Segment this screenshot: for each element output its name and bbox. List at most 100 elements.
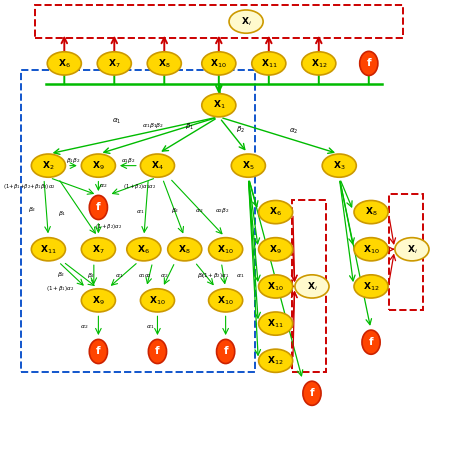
Text: $\beta_1$: $\beta_1$ <box>185 122 194 132</box>
Text: f: f <box>310 388 314 398</box>
Ellipse shape <box>47 52 82 75</box>
Text: X$_8$: X$_8$ <box>158 57 171 69</box>
Text: $\alpha_1$: $\alpha_1$ <box>137 208 145 216</box>
Text: $(1\!+\!\beta_1\!+\!\beta_2\!+\!\beta_1\beta_2)\alpha_2$: $(1\!+\!\beta_1\!+\!\beta_2\!+\!\beta_1\… <box>3 182 55 191</box>
Text: X$_3$: X$_3$ <box>333 159 346 172</box>
Text: X$_6$: X$_6$ <box>137 243 150 255</box>
Text: X$_{10}$: X$_{10}$ <box>149 294 166 307</box>
Text: $\alpha_2$: $\alpha_2$ <box>195 207 204 215</box>
Ellipse shape <box>259 349 292 372</box>
Text: f: f <box>155 347 160 356</box>
Text: X$_8$: X$_8$ <box>179 243 191 255</box>
Text: $\alpha_1$: $\alpha_1$ <box>146 323 155 331</box>
Text: X$_1$: X$_1$ <box>212 99 225 111</box>
Text: X$_2$: X$_2$ <box>42 159 55 172</box>
Text: X$_6$: X$_6$ <box>58 57 71 69</box>
Ellipse shape <box>217 339 235 363</box>
Ellipse shape <box>140 154 174 177</box>
Text: X$_{12}$: X$_{12}$ <box>310 57 327 69</box>
Text: $\beta_2$: $\beta_2$ <box>172 206 180 215</box>
Ellipse shape <box>354 238 388 261</box>
Ellipse shape <box>82 154 116 177</box>
Text: $\alpha_1\beta_1\beta_2$: $\alpha_1\beta_1\beta_2$ <box>142 121 164 130</box>
Text: $\alpha_2$: $\alpha_2$ <box>99 183 107 191</box>
Text: $\beta_2$: $\beta_2$ <box>197 271 206 280</box>
Text: X$_4$: X$_4$ <box>151 159 164 172</box>
Text: $\beta_2$: $\beta_2$ <box>87 271 96 280</box>
Text: X$_i$: X$_i$ <box>307 280 318 293</box>
Ellipse shape <box>168 238 202 261</box>
Text: f: f <box>96 347 100 356</box>
Text: $\beta_1\beta_2$: $\beta_1\beta_2$ <box>66 157 81 165</box>
Text: $\alpha_2$: $\alpha_2$ <box>289 127 299 137</box>
Ellipse shape <box>362 330 380 354</box>
Text: X$_{11}$: X$_{11}$ <box>267 317 284 330</box>
Text: X$_9$: X$_9$ <box>92 294 105 307</box>
Text: $(1+\beta_2)\alpha_1\alpha_2$: $(1+\beta_2)\alpha_1\alpha_2$ <box>123 182 156 191</box>
Text: X$_{11}$: X$_{11}$ <box>261 57 277 69</box>
Text: X$_i$: X$_i$ <box>407 243 417 255</box>
Text: X$_5$: X$_5$ <box>242 159 255 172</box>
Ellipse shape <box>202 94 236 117</box>
Ellipse shape <box>259 312 292 335</box>
Text: X$_{12}$: X$_{12}$ <box>267 355 284 367</box>
Ellipse shape <box>89 339 108 363</box>
Text: X$_{10}$: X$_{10}$ <box>217 243 234 255</box>
Ellipse shape <box>231 154 265 177</box>
Text: $\alpha_1\beta_2$: $\alpha_1\beta_2$ <box>120 157 135 165</box>
Text: X$_{10}$: X$_{10}$ <box>363 243 379 255</box>
Text: $\beta_1$: $\beta_1$ <box>58 208 66 218</box>
Ellipse shape <box>295 275 329 298</box>
Text: X$_9$: X$_9$ <box>92 159 105 172</box>
Text: X$_i$: X$_i$ <box>241 15 252 28</box>
Text: X$_9$: X$_9$ <box>269 243 282 255</box>
Ellipse shape <box>31 238 65 261</box>
Ellipse shape <box>89 195 108 219</box>
Ellipse shape <box>354 200 388 224</box>
Text: $\alpha_1$: $\alpha_1$ <box>116 272 124 280</box>
Text: f: f <box>366 58 371 69</box>
Ellipse shape <box>229 10 263 33</box>
Ellipse shape <box>147 52 182 75</box>
Ellipse shape <box>202 52 236 75</box>
Text: $\beta_2$: $\beta_2$ <box>57 270 65 279</box>
Ellipse shape <box>354 275 388 298</box>
Text: X$_7$: X$_7$ <box>92 243 105 255</box>
Text: X$_6$: X$_6$ <box>269 206 282 219</box>
Text: X$_{12}$: X$_{12}$ <box>363 280 379 293</box>
Text: $\alpha_1\alpha_2$: $\alpha_1\alpha_2$ <box>138 272 152 280</box>
Text: f: f <box>96 202 100 212</box>
Text: f: f <box>369 337 374 347</box>
Text: X$_{10}$: X$_{10}$ <box>210 57 227 69</box>
Text: $(1+\beta_1)\alpha_2$: $(1+\beta_1)\alpha_2$ <box>46 284 74 293</box>
Ellipse shape <box>127 238 161 261</box>
Ellipse shape <box>140 289 174 312</box>
Text: X$_{10}$: X$_{10}$ <box>217 294 234 307</box>
Text: $(1+\beta_2)\alpha_1$: $(1+\beta_2)\alpha_1$ <box>201 271 229 280</box>
Ellipse shape <box>82 289 116 312</box>
Text: X$_{10}$: X$_{10}$ <box>267 280 284 293</box>
Ellipse shape <box>259 200 292 224</box>
Ellipse shape <box>302 52 336 75</box>
Ellipse shape <box>360 51 378 75</box>
Text: $\beta_2$: $\beta_2$ <box>28 205 36 214</box>
Ellipse shape <box>97 52 131 75</box>
Text: $(1+\beta_2)\alpha_2$: $(1+\beta_2)\alpha_2$ <box>95 222 122 232</box>
Ellipse shape <box>303 381 321 405</box>
Ellipse shape <box>252 52 286 75</box>
Ellipse shape <box>82 238 116 261</box>
Ellipse shape <box>209 289 243 312</box>
Ellipse shape <box>31 154 65 177</box>
Ellipse shape <box>395 238 429 261</box>
Ellipse shape <box>322 154 356 177</box>
Text: X$_{11}$: X$_{11}$ <box>40 243 57 255</box>
Text: $\alpha_2$: $\alpha_2$ <box>80 323 88 331</box>
Ellipse shape <box>259 238 292 261</box>
Ellipse shape <box>148 339 166 363</box>
Text: X$_8$: X$_8$ <box>365 206 377 219</box>
Text: $\alpha_1$: $\alpha_1$ <box>112 117 121 126</box>
Text: f: f <box>223 347 228 356</box>
Text: $\alpha_2$: $\alpha_2$ <box>160 272 169 280</box>
Ellipse shape <box>209 238 243 261</box>
Text: X$_7$: X$_7$ <box>108 57 120 69</box>
